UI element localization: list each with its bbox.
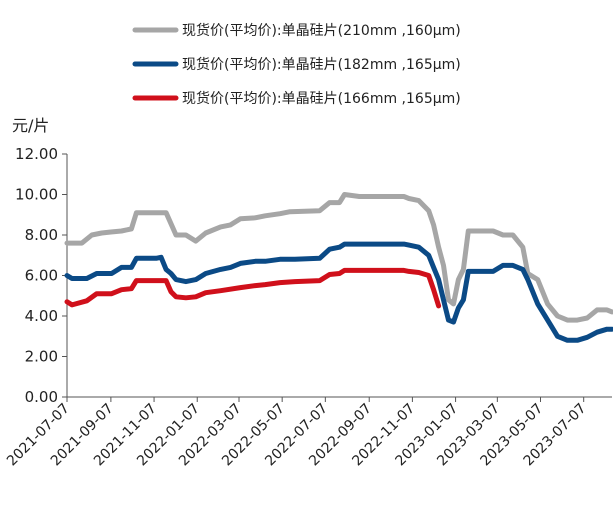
series-line-1 [64,192,613,323]
series-layer [64,192,613,343]
y-tick-label: 4.00 [25,307,58,325]
legend-label: 现货价(平均价):单晶硅片(166mm ,165µm) [182,90,461,107]
y-tick-label: 12.00 [15,145,58,163]
legend-label: 现货价(平均价):单晶硅片(210mm ,160µm) [182,22,461,39]
legend-label: 现货价(平均价):单晶硅片(182mm ,165µm) [182,56,461,73]
axes: 0.002.004.006.008.0010.0012.002021-07-07… [4,145,612,469]
y-axis-label: 元/片 [12,116,49,135]
y-tick-label: 0.00 [25,388,58,406]
y-tick-label: 8.00 [25,226,58,244]
legend: 现货价(平均价):单晶硅片(210mm ,160µm) 现货价(平均价):单晶硅片… [132,22,461,107]
series-line-3 [64,267,442,309]
y-tick-label: 6.00 [25,267,58,285]
y-tick-label: 2.00 [25,348,58,366]
series-line-2 [64,241,613,343]
y-tick-label: 10.00 [15,186,58,204]
